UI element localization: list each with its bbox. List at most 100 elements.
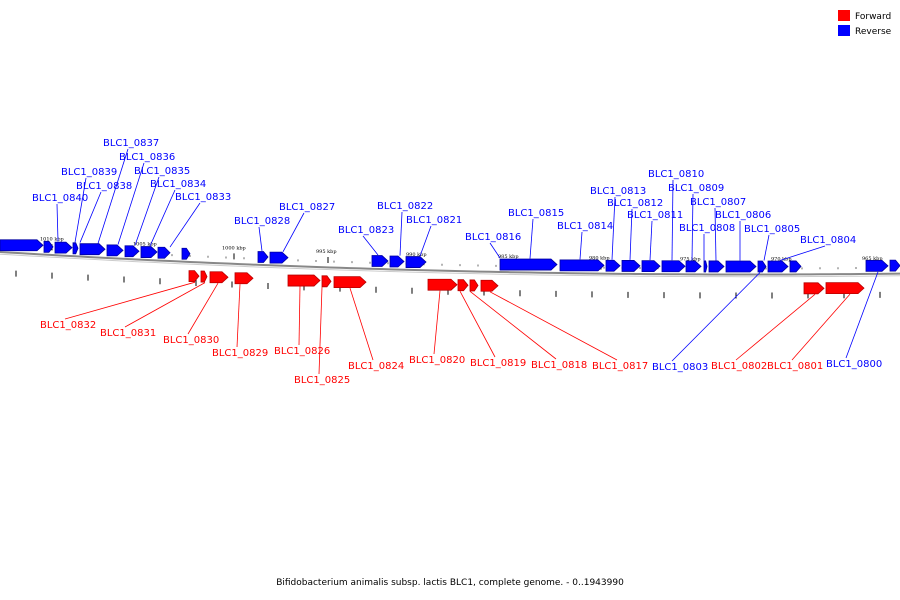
scale-tick-label: 975 kbp: [680, 256, 701, 262]
forward-leader: [791, 293, 851, 361]
reverse-leader: [79, 191, 102, 243]
reverse-leader: [691, 193, 694, 261]
reverse-gene-label: BLC1_0810: [648, 169, 704, 180]
reverse-gene-label: BLC1_0821: [406, 215, 462, 226]
forward-leader: [298, 286, 301, 346]
gene-arrow: [140, 246, 158, 258]
reverse-gene-label: BLC1_0813: [590, 186, 646, 197]
legend-reverse-swatch: [838, 25, 850, 36]
reverse-leader: [282, 212, 305, 252]
scale-tick-label: 980 kbp: [589, 255, 610, 261]
gene-arrow: [405, 256, 427, 268]
gene-arrow: [789, 260, 802, 273]
reverse-leader: [74, 177, 87, 243]
reverse-gene-label: BLC1_0840: [32, 193, 88, 204]
gene-arrow: [371, 255, 389, 267]
gene-arrow: [825, 282, 865, 295]
legend-forward-label: Forward: [855, 12, 891, 22]
reverse-gene-label: BLC1_0809: [668, 183, 724, 194]
forward-gene-label: BLC1_0820: [409, 355, 465, 366]
reverse-leader: [149, 189, 176, 247]
forward-gene-label: BLC1_0830: [163, 335, 219, 346]
reverse-gene-label: BLC1_0833: [175, 192, 231, 203]
gene-arrow: [469, 279, 479, 292]
reverse-gene-label: BLC1_0814: [557, 221, 613, 232]
gene-arrow: [389, 255, 405, 268]
reverse-leader: [258, 226, 263, 252]
gene-arrow: [457, 279, 469, 292]
forward-gene-label: BLC1_0801: [767, 361, 823, 372]
backbone-shadow: [0, 253, 900, 278]
reverse-gene-label: BLC1_0815: [508, 208, 564, 219]
gene-arrow: [641, 260, 661, 273]
reverse-gene-label: BLC1_0837: [103, 138, 159, 149]
reverse-gene-label: BLC1_0816: [465, 232, 521, 243]
gene-arrow: [321, 275, 332, 288]
reverse-leader: [845, 271, 879, 359]
reverse-gene-label: BLC1_0827: [279, 202, 335, 213]
gene-arrow: [269, 251, 289, 264]
forward-gene-label: BLC1_0824: [348, 361, 404, 372]
backbone-line: [0, 251, 900, 276]
reverse-leader: [489, 242, 501, 259]
reverse-leader: [419, 225, 432, 257]
reverse-gene-label: BLC1_0836: [119, 152, 175, 163]
gene-arrow: [427, 278, 458, 291]
reverse-gene-label: BLC1_0838: [76, 181, 132, 192]
reverse-leader: [763, 234, 770, 261]
gene-arrow: [703, 260, 708, 273]
reverse-leader: [117, 162, 145, 245]
reverse-gene-label: BLC1_0803: [652, 362, 708, 373]
forward-gene-label: BLC1_0826: [274, 346, 330, 357]
forward-leader: [433, 290, 441, 355]
gene-arrow: [685, 260, 702, 273]
forward-leader: [124, 282, 206, 328]
forward-gene-label: BLC1_0829: [212, 348, 268, 359]
gene-arrow: [181, 247, 191, 260]
forward-leader: [459, 290, 496, 358]
scale-ticks: 1010 kbp 1005 kbp 1000 kbp 995 kbp 990 kbp 98…: [9, 236, 893, 299]
gene-arrow: [333, 276, 367, 289]
reverse-leader: [629, 208, 633, 260]
forward-gene-label: BLC1_0832: [40, 320, 96, 331]
forward-leader: [349, 287, 374, 361]
scale-tick-label: 1010 kbp: [40, 236, 64, 242]
gene-arrow: [79, 243, 106, 256]
gene-arrow: [106, 244, 124, 257]
gene-arrow: [480, 279, 499, 292]
reverse-gene-label: BLC1_0835: [134, 166, 190, 177]
reverse-gene-label: BLC1_0804: [800, 235, 856, 246]
gene-labels: BLC1_0840 BLC1_0839 BLC1_0838 BLC1_0837 BLC1…: [32, 138, 882, 386]
reverse-leader: [579, 231, 583, 260]
gene-arrow: [54, 241, 73, 254]
forward-leader: [187, 282, 219, 335]
forward-leader: [64, 281, 196, 320]
scale-tick-label: 1005 kbp: [133, 241, 157, 247]
scale-tick-label: 1000 kbp: [222, 245, 246, 251]
gene-arrow: [865, 259, 889, 272]
gene-arrow: [124, 245, 140, 258]
reverse-leader: [671, 179, 674, 261]
figure-caption: Bifidobacterium animalis subsp. lactis B…: [276, 578, 624, 588]
reverse-gene-label: BLC1_0823: [338, 225, 394, 236]
reverse-leader: [611, 196, 616, 260]
gene-arrow: [0, 239, 44, 252]
reverse-leader: [56, 203, 59, 242]
gene-arrow: [72, 242, 79, 255]
reverse-gene-label: BLC1_0807: [690, 197, 746, 208]
gene-arrow: [757, 260, 767, 273]
forward-gene-label: BLC1_0825: [294, 375, 350, 386]
reverse-leader: [399, 211, 403, 256]
forward-leader: [318, 287, 323, 375]
reverse-leader: [529, 218, 534, 259]
gene-arrow: [559, 259, 605, 272]
reverse-gene-label: BLC1_0839: [61, 167, 117, 178]
reverse-gene-label: BLC1_0811: [627, 210, 683, 221]
legend-forward-swatch: [838, 10, 850, 21]
reverse-gene-label: BLC1_0828: [234, 216, 290, 227]
gene-arrow: [157, 246, 171, 259]
reverse-leader: [97, 148, 129, 244]
scale-tick-label: 995 kbp: [316, 249, 337, 255]
gene-arrow: [499, 258, 558, 271]
